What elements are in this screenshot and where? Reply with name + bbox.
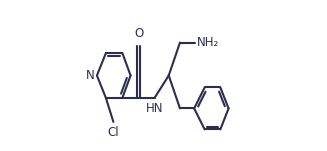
Text: Cl: Cl — [108, 126, 119, 139]
Text: HN: HN — [146, 102, 163, 115]
Text: O: O — [134, 27, 144, 40]
Text: NH₂: NH₂ — [197, 36, 219, 49]
Text: N: N — [86, 69, 95, 82]
